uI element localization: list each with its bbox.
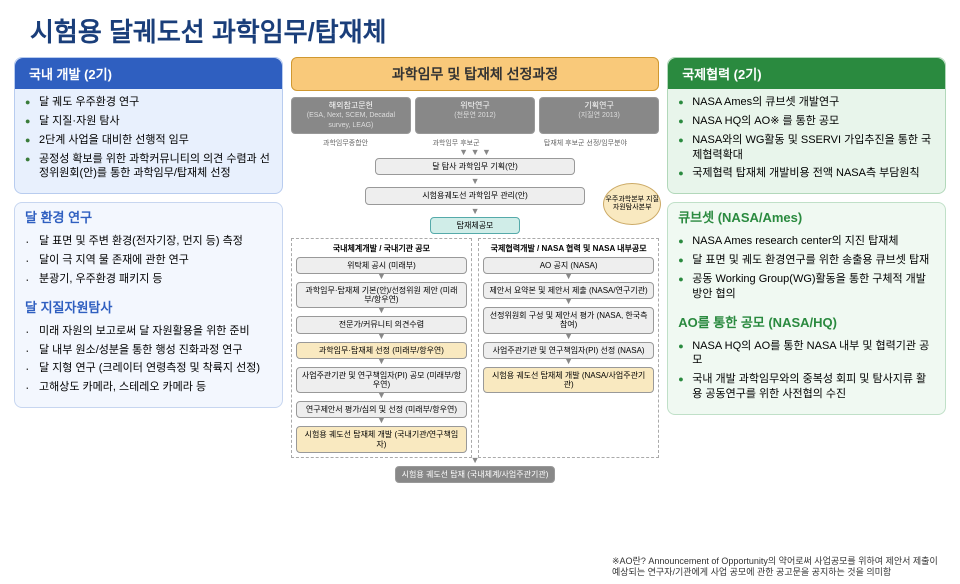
arrow-down-icon: ▼: [296, 306, 467, 315]
list-item: 달 지형 연구 (크레이터 연령측정 및 착륙지 선정): [25, 361, 272, 376]
list-item: 공정성 확보를 위한 과학커뮤니티의 의견 수렴과 선정위원회(안)를 통한 과…: [25, 152, 272, 182]
cubesat-title: 큐브셋 (NASA/Ames): [668, 203, 945, 228]
list-item: 달 표면 및 주변 환경(전자기장, 먼지 등) 측정: [25, 234, 272, 249]
flow-label: 탑재체 후보군 선정/임무분야: [544, 138, 627, 148]
left-column: 국내 개발 (2기) 달 궤도 우주환경 연구 달 지질·자원 탐사 2단계 사…: [14, 57, 283, 487]
page-title: 시험용 달궤도선 과학임무/탑재체: [0, 0, 960, 57]
flow-col-title: 국내체계개발 / 국내기관 공모: [296, 243, 467, 254]
list-item: 국제협력 탑재체 개발비용 전액 NASA측 부담원칙: [678, 166, 935, 181]
flow-node: 시험용 궤도선 탑재체 개발 (국내기관/연구책임자): [296, 426, 467, 452]
list-item: NASA Ames의 큐브셋 개발연구: [678, 95, 935, 110]
lunar-env-title: 달 환경 연구: [15, 203, 282, 228]
main-container: 국내 개발 (2기) 달 궤도 우주환경 연구 달 지질·자원 탐사 2단계 사…: [0, 57, 960, 487]
list-item: 달 내부 원소/성분을 통한 행성 진화과정 연구: [25, 343, 272, 358]
list-item: 달이 극 지역 물 존재에 관한 연구: [25, 253, 272, 268]
list-item: NASA HQ의 AO※ 를 통한 공모: [678, 114, 935, 129]
flow-col-intl: 국제협력개발 / NASA 협력 및 NASA 내부공모 AO 공지 (NASA…: [478, 238, 659, 458]
list-item: 2단계 사업을 대비한 선행적 임무: [25, 133, 272, 148]
flow-final: 시험용 궤도선 탑재 (국내체계/사업주관기관): [395, 466, 555, 483]
arrow-down-icon: ▼: [483, 357, 654, 366]
list-item: 미래 자원의 보고로써 달 자원활용을 위한 준비: [25, 324, 272, 339]
arrow-down-icon: ▼: [483, 332, 654, 341]
intl-coop-box: 국제협력 (2기) NASA Ames의 큐브셋 개발연구 NASA HQ의 A…: [667, 57, 946, 194]
arrow-down-icon: ▼: [291, 177, 659, 186]
flow-node: 해외참고문헌(ESA, Next, SCEM, Decadal survey, …: [291, 97, 411, 134]
list-item: 달 표면 및 궤도 환경연구를 위한 송출용 큐브셋 탑재: [678, 253, 935, 268]
list-item: 국내 개발 과학임무와의 중복성 회피 및 탐사지류 활용 공동연구를 위한 사…: [678, 372, 935, 402]
domestic-dev-header: 국내 개발 (2기): [15, 58, 282, 89]
flow-col-title: 국제협력개발 / NASA 협력 및 NASA 내부공모: [483, 243, 654, 254]
list-item: 고해상도 카메라, 스테레오 카메라 등: [25, 380, 272, 395]
ao-title: AO를 통한 공모 (NASA/HQ): [668, 308, 945, 333]
arrow-down-icon: ▼: [296, 416, 467, 425]
domestic-dev-box: 국내 개발 (2기) 달 궤도 우주환경 연구 달 지질·자원 탐사 2단계 사…: [14, 57, 283, 194]
flowchart: 해외참고문헌(ESA, Next, SCEM, Decadal survey, …: [291, 97, 659, 483]
arrow-down-icon: ▼: [296, 357, 467, 366]
intl-coop-header: 국제협력 (2기): [668, 58, 945, 89]
footnote: ※AO란? Announcement of Opportunity의 약어로써 …: [612, 556, 942, 579]
flow-label: 과학임무종합안: [323, 138, 368, 148]
list-item: 달 지질·자원 탐사: [25, 114, 272, 129]
arrow-down-icon: ▼: [483, 297, 654, 306]
flow-node: 기획연구(지질연 2013): [539, 97, 659, 134]
arrow-down-icon: ▼ ▼ ▼: [291, 148, 659, 157]
center-column: 과학임무 및 탑재체 선정과정 해외참고문헌(ESA, Next, SCEM, …: [291, 57, 659, 487]
arrow-down-icon: ▼: [483, 272, 654, 281]
list-item: NASA HQ의 AO를 통한 NASA 내부 및 협력기관 공모: [678, 339, 935, 369]
list-item: NASA Ames research center의 지진 탑재체: [678, 234, 935, 249]
flow-node: 선정위원회 구성 및 제안서 평가 (NASA, 한국측 참여): [483, 307, 654, 333]
flow-node: 시험용 궤도선 탑재체 개발 (NASA/사업주관기관): [483, 367, 654, 393]
flow-col-domestic: 국내체계개발 / 국내기관 공모 위탁체 공시 (미래부) ▼ 과학임무·탑재체…: [291, 238, 472, 458]
list-item: 공동 Working Group(WG)활동을 통한 구체적 개발방안 협의: [678, 272, 935, 302]
process-title: 과학임무 및 탑재체 선정과정: [291, 57, 659, 91]
list-item: 분광기, 우주환경 패키지 등: [25, 272, 272, 287]
arrow-down-icon: ▼: [296, 272, 467, 281]
announce-node: 탑재체공모: [430, 217, 520, 234]
org-bubble: 우주과학본부 지질자원탐사본부: [603, 183, 661, 225]
lunar-env-box: 달 환경 연구 달 표면 및 주변 환경(전자기장, 먼지 등) 측정 달이 극…: [14, 202, 283, 408]
arrow-down-icon: ▼: [296, 391, 467, 400]
flow-node: 위탁연구(천문연 2012): [415, 97, 535, 134]
list-item: 달 궤도 우주환경 연구: [25, 95, 272, 110]
flow-node: 달 탐사 과학임무 기획(안): [375, 158, 575, 175]
geology-title: 달 지질자원탐사: [15, 293, 282, 318]
list-item: NASA와의 WG활동 및 SSERVI 가입추진을 통한 국제협력확대: [678, 133, 935, 163]
arrow-down-icon: ▼: [296, 332, 467, 341]
right-column: 국제협력 (2기) NASA Ames의 큐브셋 개발연구 NASA HQ의 A…: [667, 57, 946, 487]
flow-node: 시험용궤도선 과학임무 관리(안): [365, 187, 585, 204]
cubesat-box: 큐브셋 (NASA/Ames) NASA Ames research cente…: [667, 202, 946, 415]
